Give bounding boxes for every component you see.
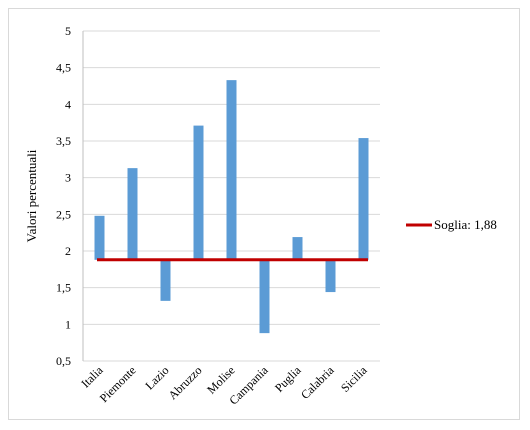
bar: [259, 259, 270, 334]
bar: [127, 168, 138, 260]
x-tick-label: Sicilia: [338, 363, 370, 395]
bar: [292, 237, 303, 260]
y-tick-label: 5: [65, 24, 71, 38]
y-tick-label: 3: [65, 171, 71, 185]
x-tick-label: Lazio: [142, 363, 171, 392]
bar: [325, 259, 336, 293]
bar: [193, 125, 204, 260]
gridlines: [82, 30, 380, 362]
legend-label: Soglia: 1,88: [434, 217, 497, 232]
legend: Soglia: 1,88: [406, 217, 497, 232]
bar: [160, 259, 171, 301]
y-tick-label: 2,5: [56, 207, 71, 221]
y-tick-label: 0,5: [56, 354, 71, 368]
bars: [94, 80, 369, 334]
bar: [226, 80, 237, 260]
x-tick-label: Calabria: [298, 363, 337, 402]
y-tick-labels: 0,5 1 1,5 2 2,5 3 3,5 4 4,5 5: [56, 24, 71, 368]
y-tick-label: 1: [65, 317, 71, 331]
y-tick-label: 4,5: [56, 61, 71, 75]
y-tick-label: 3,5: [56, 134, 71, 148]
x-tick-label: Abruzzo: [165, 363, 204, 402]
y-tick-label: 2: [65, 244, 71, 258]
x-tick-label: Piemonte: [97, 363, 139, 405]
y-tick-label: 1,5: [56, 281, 71, 295]
y-axis-title: Valori percentuali: [24, 149, 39, 242]
bar: [358, 138, 369, 260]
bar: [94, 215, 105, 260]
x-tick-label: Italia: [78, 363, 106, 391]
y-tick-label: 4: [65, 97, 71, 111]
